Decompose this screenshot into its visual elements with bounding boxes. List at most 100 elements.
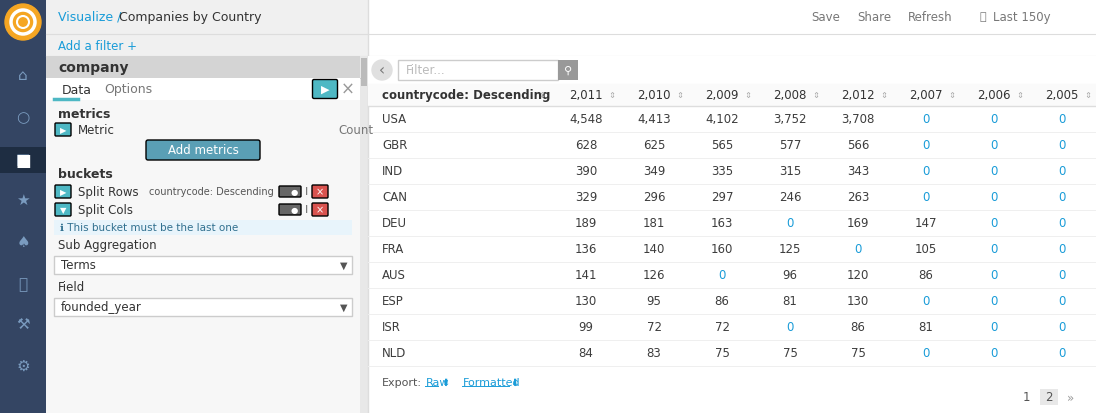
Text: Filter...: Filter... [406, 64, 446, 77]
Text: Last 150y: Last 150y [993, 11, 1051, 24]
Text: AUS: AUS [383, 269, 406, 282]
Text: 0: 0 [923, 347, 929, 360]
Text: 577: 577 [779, 139, 801, 152]
Text: 2,009: 2,009 [705, 89, 739, 102]
Text: 628: 628 [574, 139, 597, 152]
FancyBboxPatch shape [55, 185, 71, 199]
Text: I: I [305, 205, 308, 215]
Text: 0: 0 [991, 217, 997, 230]
Text: 169: 169 [847, 217, 869, 230]
Text: ⇕: ⇕ [538, 91, 546, 100]
Bar [368, 85, 1096, 107]
Text: ⬇: ⬇ [510, 377, 518, 387]
Text: ⏱: ⏱ [980, 12, 986, 22]
Text: ⇕: ⇕ [948, 91, 956, 100]
Text: 130: 130 [575, 295, 597, 308]
Bar [54, 298, 352, 316]
Text: 4,548: 4,548 [569, 113, 603, 126]
Text: 75: 75 [850, 347, 866, 360]
Bar [368, 0, 1096, 413]
Circle shape [372, 61, 392, 81]
Text: ⬇: ⬇ [441, 377, 449, 387]
Text: 3,708: 3,708 [842, 113, 875, 126]
Text: 86: 86 [918, 269, 934, 282]
Text: 390: 390 [575, 165, 597, 178]
Text: 141: 141 [574, 269, 597, 282]
Text: I: I [305, 187, 308, 197]
Text: Split Cols: Split Cols [78, 204, 133, 216]
Text: NLD: NLD [383, 347, 407, 360]
Text: 2,005: 2,005 [1046, 89, 1078, 102]
Text: 0: 0 [1059, 217, 1065, 230]
Text: ⇕: ⇕ [880, 91, 888, 100]
Text: IND: IND [383, 165, 403, 178]
Text: 0: 0 [1059, 347, 1065, 360]
Text: ⇕: ⇕ [812, 91, 820, 100]
Text: Count: Count [338, 124, 373, 137]
Text: ○: ○ [16, 110, 30, 125]
Text: Add metrics: Add metrics [168, 144, 239, 157]
Text: 72: 72 [715, 321, 730, 334]
Text: 0: 0 [854, 243, 861, 256]
Text: FRA: FRA [383, 243, 404, 256]
Text: 0: 0 [991, 243, 997, 256]
Text: 81: 81 [918, 321, 934, 334]
Bar [54, 221, 352, 235]
Text: 349: 349 [643, 165, 665, 178]
Text: 2,007: 2,007 [910, 89, 943, 102]
Bar [359, 57, 368, 413]
Bar [46, 0, 1096, 35]
Text: 105: 105 [915, 243, 937, 256]
Text: »: » [1066, 391, 1074, 404]
Text: 0: 0 [991, 295, 997, 308]
Text: 0: 0 [991, 269, 997, 282]
Text: Visualize /: Visualize / [58, 11, 125, 24]
Text: ⇕: ⇕ [1085, 91, 1092, 100]
Text: 75: 75 [783, 347, 798, 360]
Text: 4,413: 4,413 [637, 113, 671, 126]
Text: ISR: ISR [383, 321, 401, 334]
Text: ⇕: ⇕ [1016, 91, 1024, 100]
Text: 99: 99 [579, 321, 594, 334]
Text: 140: 140 [643, 243, 665, 256]
Text: 2,012: 2,012 [842, 89, 875, 102]
Text: ▶: ▶ [321, 85, 329, 95]
Text: 246: 246 [779, 191, 801, 204]
Text: 126: 126 [642, 269, 665, 282]
Text: ×: × [316, 187, 324, 197]
Text: ‹: ‹ [379, 63, 385, 78]
Text: 0: 0 [991, 347, 997, 360]
Text: Field: Field [58, 281, 85, 294]
Text: ⌛: ⌛ [19, 277, 27, 292]
Text: 72: 72 [647, 321, 662, 334]
Text: ♠: ♠ [16, 235, 30, 250]
Text: 0: 0 [991, 113, 997, 126]
Text: 0: 0 [1059, 321, 1065, 334]
Text: 0: 0 [923, 139, 929, 152]
Text: ●: ● [290, 206, 298, 214]
Bar [368, 57, 1096, 85]
Bar [361, 59, 367, 87]
Text: countrycode: Descending: countrycode: Descending [383, 89, 550, 102]
Text: 181: 181 [643, 217, 665, 230]
Text: 565: 565 [711, 139, 733, 152]
Text: 2,006: 2,006 [978, 89, 1011, 102]
Text: 315: 315 [779, 165, 801, 178]
Text: 0: 0 [1059, 295, 1065, 308]
Text: 0: 0 [991, 165, 997, 178]
Text: ⚒: ⚒ [16, 317, 30, 332]
Text: USA: USA [383, 113, 407, 126]
Bar [0, 147, 46, 173]
Text: 0: 0 [786, 321, 794, 334]
Text: 329: 329 [574, 191, 597, 204]
Text: GBR: GBR [383, 139, 408, 152]
Bar [46, 35, 1096, 57]
Text: 0: 0 [1059, 243, 1065, 256]
Text: 2,011: 2,011 [569, 89, 603, 102]
Text: ⌂: ⌂ [19, 67, 27, 82]
Text: ■: ■ [15, 152, 31, 170]
Text: 2: 2 [1046, 391, 1053, 404]
Text: 343: 343 [847, 165, 869, 178]
Bar [54, 256, 352, 274]
Text: DEU: DEU [383, 217, 407, 230]
